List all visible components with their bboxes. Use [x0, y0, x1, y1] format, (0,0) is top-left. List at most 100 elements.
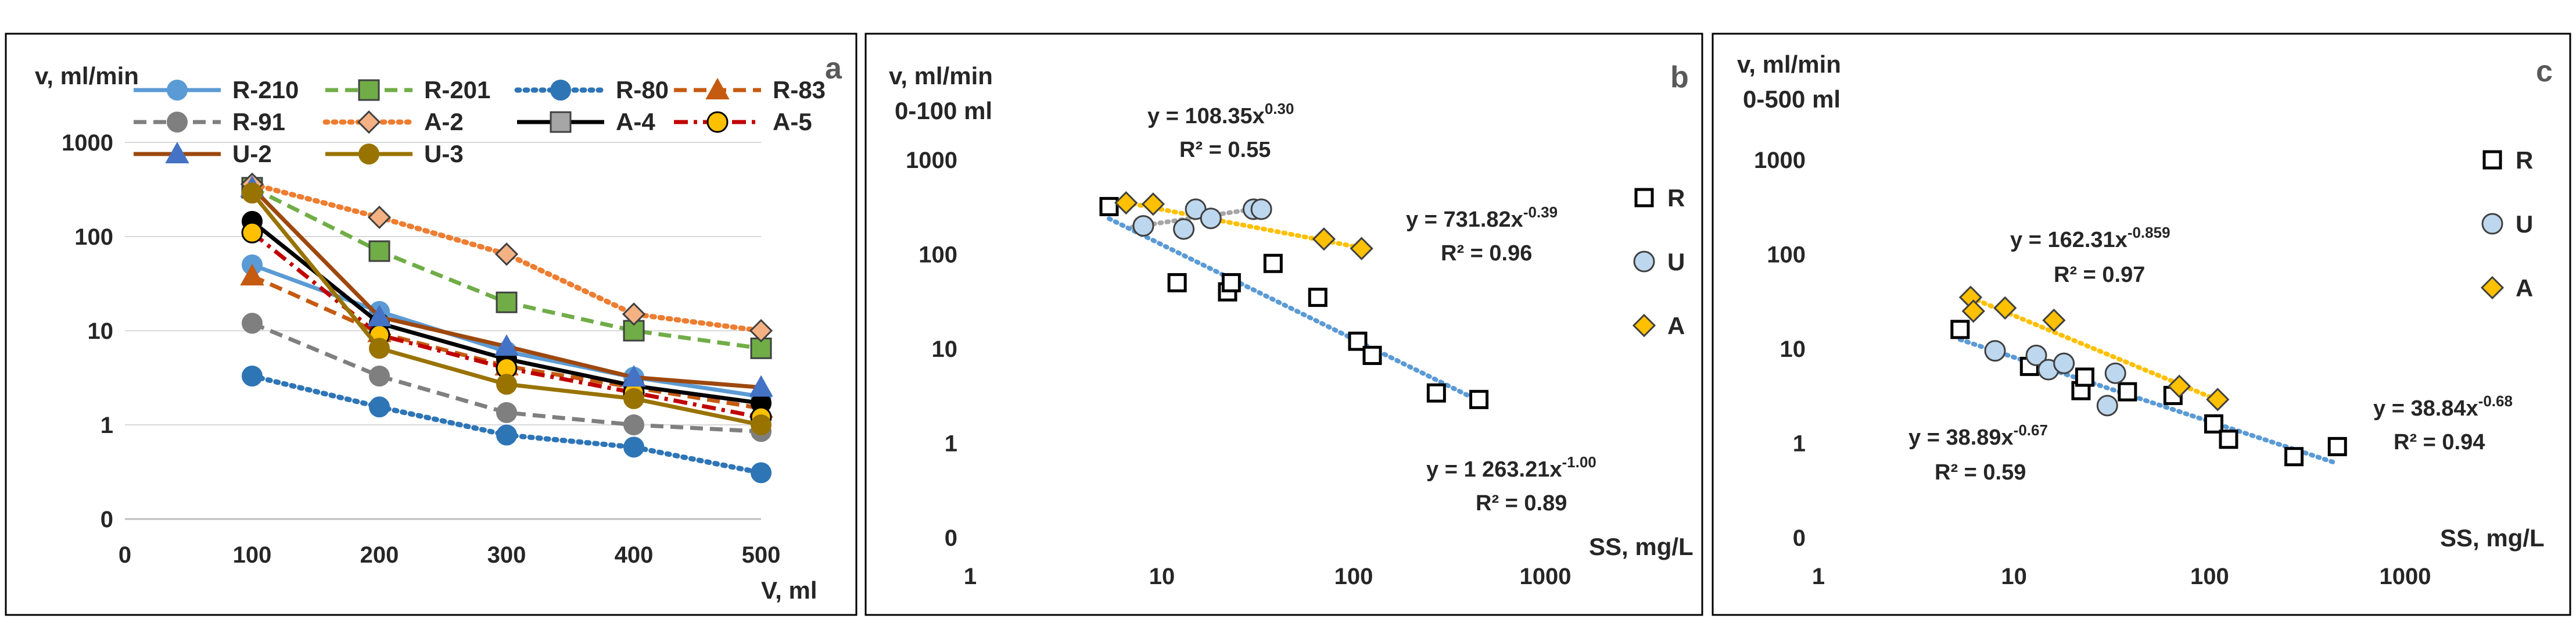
- panel-a-ylabel: v, ml/min: [35, 62, 139, 90]
- panel-c-legend: R U A: [2480, 146, 2533, 302]
- panel-a-legend-item: U-3: [325, 140, 464, 167]
- panel-a-legend-marker: [167, 80, 188, 101]
- panel-b-legend-label: R: [1667, 184, 1685, 212]
- panel-b-legend-marker: [1634, 188, 1654, 207]
- panel-c-x-tick-label: 100: [2190, 564, 2229, 589]
- panel-a-legend-item: R-83: [674, 76, 826, 103]
- panel-b-legend-marker: [1633, 250, 1655, 273]
- panel-b-eq-a-exp: -0.39: [1523, 203, 1558, 221]
- panel-b-eq-u-exp: 0.30: [1265, 100, 1294, 117]
- panel-a-legend-item: U-2: [134, 140, 272, 167]
- panel-a-legend-marker: [358, 144, 379, 164]
- panel-c-legend-item: R: [2482, 146, 2533, 174]
- panel-c-r2-r: R² = 0.94: [2394, 430, 2485, 455]
- panel-b-legend-item: R: [1634, 184, 1685, 212]
- panel-a-data-point: [241, 221, 263, 244]
- panel-c-eq-a: y = 162.31x-0.859: [2010, 224, 2170, 252]
- panel-b-legend-item: A: [1632, 312, 1685, 339]
- panel-b-x-tick-label: 1: [964, 564, 977, 589]
- panel-a-axes: 0 1 10 100 1000 0 100 200 300 400 500: [62, 130, 780, 568]
- panel-b-data-point: [1114, 191, 1138, 215]
- panel-c-data-point: [2284, 447, 2304, 467]
- panel-c-eq-u: y = 38.89x-0.67: [1908, 421, 2048, 450]
- panel-a-data-point: [496, 402, 517, 423]
- panel-b-eq-r: y = 1 263.21x-1.00: [1426, 453, 1596, 482]
- panel-a-xlabel: V, ml: [761, 577, 817, 604]
- panel-c-data-point: [2025, 344, 2047, 366]
- panel-b-data-point: [1308, 288, 1328, 307]
- panel-a-data-point: [368, 240, 390, 262]
- panel-a-data-point: [751, 414, 772, 435]
- panel-b-y-tick-label: 0: [945, 525, 957, 551]
- panel-b-data-point: [1263, 253, 1283, 273]
- panel-a-x-tick-label: 400: [615, 542, 654, 568]
- panel-b-eq-u: y = 108.35x0.30: [1147, 100, 1294, 128]
- panel-a-data-point: [749, 375, 773, 397]
- panel-a-data-point: [369, 396, 390, 418]
- panel-c-legend-marker: [2481, 213, 2503, 235]
- panel-a-data-point: [496, 374, 517, 395]
- panel-b-r2-u: R² = 0.55: [1179, 138, 1271, 162]
- panel-a-legend-marker: [357, 110, 381, 134]
- panel-a-data-point: [240, 264, 264, 286]
- panel-a-data-point: [623, 414, 644, 435]
- panel-b-trendlines: [1107, 200, 1481, 403]
- panel-b-data-point: [1469, 389, 1489, 409]
- panel-b-legend-label: A: [1667, 312, 1685, 339]
- panel-a-legend: R-210 R-201 R-80 R-83 R-91 A-2 A-4 A-5 U-2 U-3: [134, 76, 826, 167]
- panel-c-data-point: [2327, 436, 2347, 456]
- panel-c-data-point: [1984, 340, 2006, 362]
- panel-a-legend-label: R-201: [424, 76, 490, 103]
- panel-b-legend-label: U: [1667, 248, 1685, 275]
- panel-c-points: [1950, 285, 2347, 467]
- panel-c-legend-item: A: [2480, 274, 2533, 302]
- panel-b-xlabel: SS, mg/L: [1589, 533, 1694, 560]
- panel-c-data-point: [2096, 395, 2118, 417]
- panel-c-eq-u-exp: -0.67: [2014, 421, 2048, 439]
- panel-c-ylabel: v, ml/min: [1737, 51, 1841, 78]
- panel-b-data-point: [1173, 218, 1195, 240]
- panel-a-series: [240, 172, 773, 484]
- panel-a-label: a: [825, 52, 842, 85]
- panel-c-data-point: [2104, 362, 2126, 384]
- panel-c-data-point: [2168, 374, 2191, 398]
- panel-c-legend-label: U: [2516, 210, 2533, 238]
- panel-b-eq-r-exp: -1.00: [1562, 453, 1596, 471]
- panel-a-legend-marker: [550, 111, 572, 133]
- panel-a-legend-item: A-2: [322, 108, 464, 135]
- panel-a-data-point: [496, 424, 517, 446]
- panel-b-series-a: [1114, 191, 1373, 260]
- panel-a-data-point: [623, 436, 644, 458]
- panel-b-data-point: [1167, 273, 1187, 292]
- panel-b-eq-a-base: y = 731.82x: [1406, 207, 1523, 232]
- panel-a-frame: [5, 33, 858, 616]
- panel-a-series-r-80: [242, 366, 772, 484]
- panel-c-data-point: [2075, 367, 2094, 387]
- panel-c-series-u: [1984, 340, 2126, 417]
- panel-b-series-r: [1099, 196, 1489, 409]
- panel-b-ylabel: v, ml/min: [889, 62, 993, 90]
- panel-b-trendline-r: [1107, 216, 1481, 403]
- panel-b-y-tick-label: 10: [932, 337, 958, 362]
- panel-c-data-point: [2118, 382, 2137, 402]
- panel-c-y-tick-label: 10: [1780, 337, 1806, 362]
- panel-a-x-tick-label: 500: [742, 542, 781, 568]
- panel-b-subtitle: 0-100 ml: [895, 97, 992, 124]
- panel-a-data-point: [494, 242, 519, 266]
- panel-b-label: b: [1670, 60, 1689, 94]
- panel-a-data-point: [623, 388, 644, 409]
- panel-b-data-point: [1426, 383, 1446, 403]
- panel-a-y-tick-label: 1000: [62, 130, 113, 156]
- panel-c-eq-a-exp: -0.859: [2127, 224, 2170, 241]
- panel-b-x-tick-label: 100: [1334, 564, 1373, 589]
- panel-a-data-point: [367, 205, 392, 230]
- panel-c-x-tick-label: 1: [1812, 564, 1825, 589]
- panel-a-legend-item: A-4: [517, 108, 655, 135]
- panel-a-series-u-3: [242, 182, 772, 435]
- panel-b-legend-item: U: [1633, 248, 1685, 275]
- panel-c-x-tick-label: 10: [2001, 564, 2027, 589]
- panel-b-x-tick-label: 1000: [1520, 564, 1572, 589]
